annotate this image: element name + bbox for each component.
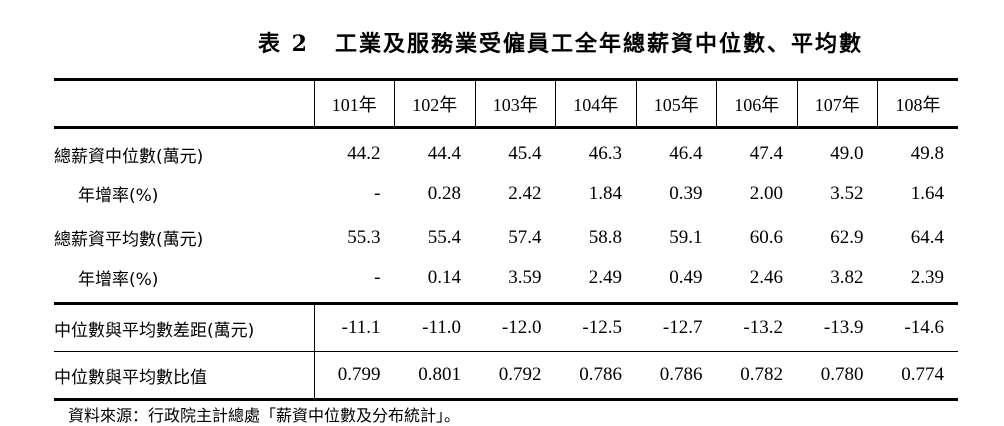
- header-blank-cell: [54, 78, 314, 129]
- table-cell: -13.2: [716, 302, 797, 352]
- table-cell: -: [374, 266, 381, 288]
- year-header: 101年: [313, 78, 395, 129]
- table-cell: 49.0: [830, 143, 864, 165]
- table-cell: 0.782: [716, 351, 797, 401]
- table-cell: 0.786: [555, 351, 636, 401]
- table-cell: 55.3: [347, 226, 381, 248]
- table-cell: 2.49: [588, 266, 622, 288]
- table-cell: 49.8: [910, 143, 944, 165]
- table-cell: -12.0: [475, 302, 556, 352]
- table-cell: 3.59: [508, 266, 542, 288]
- table-cell: 0.28: [427, 182, 461, 204]
- salary-table: 101年 102年 103年 104年 105年 106年 107年 108年 …: [54, 78, 958, 401]
- table-cell: 55.4: [427, 226, 461, 248]
- table-cell: 0.786: [636, 351, 717, 401]
- table-row: 中位數與平均數差距(萬元) -11.1 -11.0 -12.0 -12.5 -1…: [54, 302, 958, 352]
- table-cell: 58.8: [588, 226, 622, 248]
- table-cell: 46.4: [669, 143, 703, 165]
- table-cell: 0.792: [475, 351, 556, 401]
- table-cell: 46.3: [588, 143, 622, 165]
- row-label: 中位數與平均數比值: [54, 351, 315, 401]
- table-cell: 47.4: [749, 143, 783, 165]
- table-cell: 60.6: [749, 226, 783, 248]
- row-label: 年增率(%): [78, 186, 159, 206]
- year-header: 108年: [877, 78, 958, 129]
- year-header: 107年: [796, 78, 878, 129]
- table-cell: -13.9: [797, 302, 878, 352]
- table-cell: -14.6: [877, 302, 958, 352]
- row-label: 總薪資中位數(萬元): [54, 146, 204, 167]
- table-number: 表 2: [258, 31, 309, 57]
- year-header: 104年: [555, 78, 636, 129]
- row-label: 總薪資平均數(萬元): [54, 230, 204, 250]
- table-caption: 工業及服務業受僱員工全年總薪資中位數、平均數: [334, 31, 863, 57]
- table-cell: 0.799: [314, 351, 395, 401]
- source-note: 資料來源：行政院主計總處「薪資中位數及分布統計」。: [68, 406, 461, 425]
- table-cell: 2.42: [508, 182, 542, 204]
- table-cell: 2.00: [749, 182, 783, 204]
- table-cell: 0.780: [797, 351, 878, 401]
- table-cell: 0.39: [669, 182, 703, 204]
- table-cell: 0.49: [669, 266, 703, 288]
- table-row: 總薪資中位數(萬元) 44.2 44.4 45.4 46.3 46.4 47.4…: [54, 128, 958, 172]
- table-cell: 1.84: [588, 182, 622, 204]
- table-cell: 64.4: [910, 226, 944, 248]
- table-title: 表 2 工業及服務業受僱員工全年總薪資中位數、平均數: [258, 26, 863, 58]
- table-cell: -12.7: [636, 302, 717, 352]
- table-row: 年增率(%) - 0.14 3.59 2.49 0.49 2.46 3.82 2…: [54, 260, 958, 304]
- table-cell: 57.4: [508, 226, 542, 248]
- year-header: 103年: [474, 78, 556, 129]
- table-cell: 62.9: [830, 226, 864, 248]
- table-cell: -12.5: [555, 302, 636, 352]
- table-cell: 1.64: [910, 182, 944, 204]
- table-cell: 3.82: [830, 266, 864, 288]
- table-cell: -: [374, 182, 381, 204]
- year-header: 106年: [716, 78, 797, 129]
- header-row: 101年 102年 103年 104年 105年 106年 107年 108年: [54, 78, 958, 129]
- table-cell: 59.1: [669, 226, 703, 248]
- row-label: 年增率(%): [78, 270, 159, 291]
- table-cell: -11.0: [394, 302, 475, 352]
- table-row: 年增率(%) - 0.28 2.42 1.84 0.39 2.00 3.52 1…: [54, 172, 958, 216]
- table-cell: 0.774: [877, 351, 958, 401]
- table-cell: 3.52: [830, 182, 864, 204]
- table-cell: 0.801: [394, 351, 475, 401]
- table-cell: 2.39: [910, 266, 944, 288]
- row-label: 中位數與平均數差距(萬元): [54, 302, 315, 352]
- table-cell: -11.1: [314, 302, 395, 352]
- table-cell: 2.46: [749, 266, 783, 288]
- year-header: 105年: [635, 78, 717, 129]
- table-cell: 0.14: [427, 266, 461, 288]
- table-cell: 44.2: [347, 143, 381, 165]
- table-cell: 44.4: [427, 143, 461, 165]
- table-row: 總薪資平均數(萬元) 55.3 55.4 57.4 58.8 59.1 60.6…: [54, 216, 958, 260]
- year-header: 102年: [394, 78, 475, 129]
- table-row: 中位數與平均數比值 0.799 0.801 0.792 0.786 0.786 …: [54, 351, 958, 401]
- table-cell: 45.4: [508, 143, 542, 165]
